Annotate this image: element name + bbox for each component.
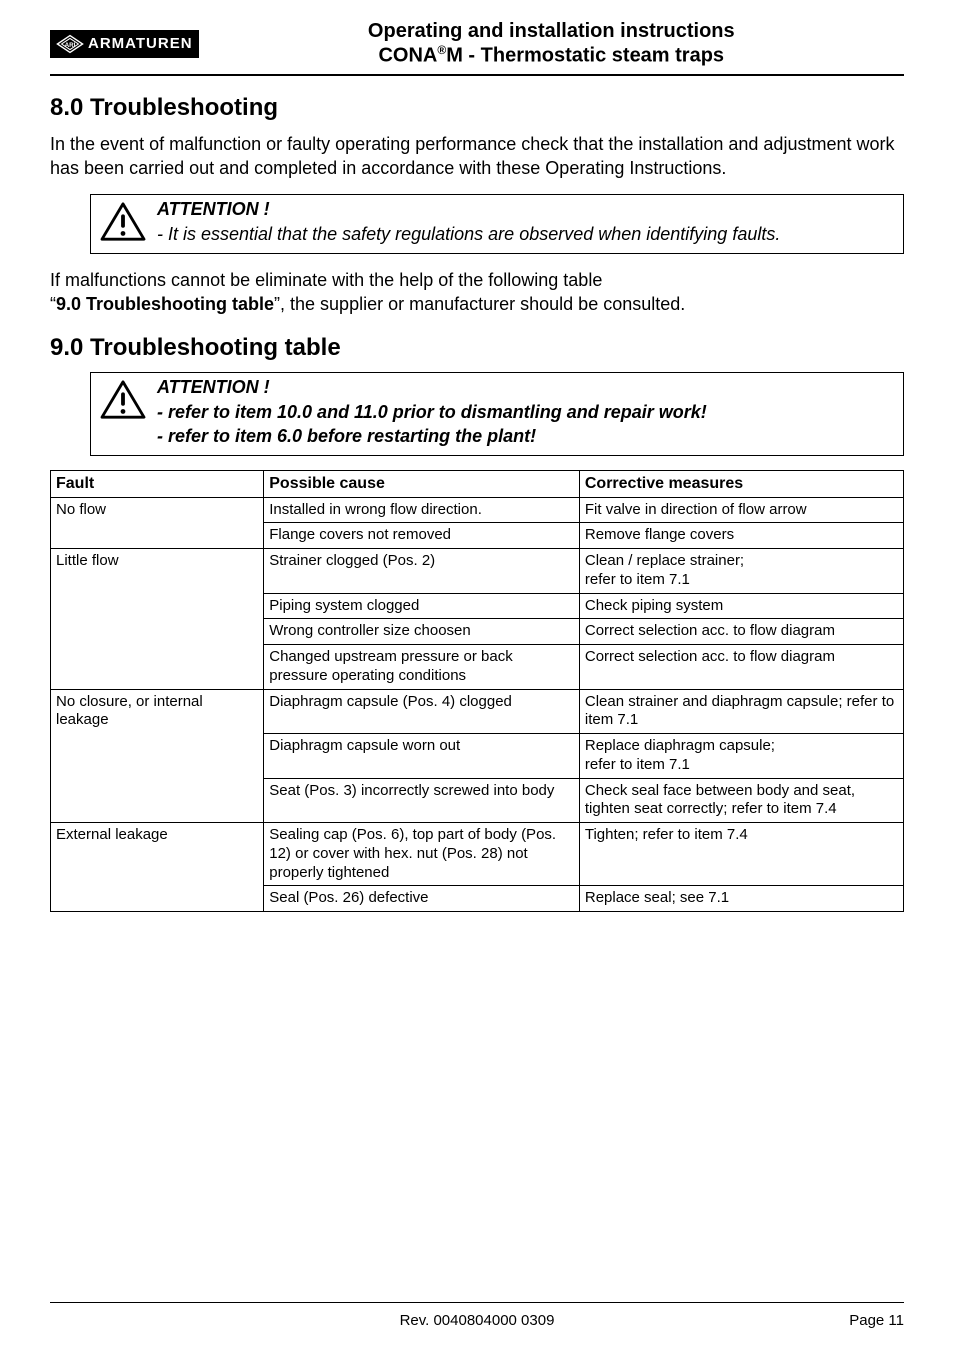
cell-measure: Remove flange covers <box>579 523 903 549</box>
page-footer: Rev. 0040804000 0309 Page 11 <box>50 1312 904 1329</box>
cell-cause: Flange covers not removed <box>264 523 580 549</box>
attention-box-2: ATTENTION ! - refer to item 10.0 and 11.… <box>90 372 904 456</box>
cell-fault: No flow <box>51 497 264 549</box>
table-row: No closure, or internal leakageDiaphragm… <box>51 689 904 734</box>
section-9-heading: 9.0 Troubleshooting table <box>50 334 904 362</box>
page-header: ARI ARMATUREN Operating and installation… <box>50 20 904 76</box>
cell-measure: Check piping system <box>579 593 903 619</box>
attention-2-line1: - refer to item 10.0 and 11.0 prior to d… <box>157 400 895 424</box>
cell-cause: Changed upstream pressure or back pressu… <box>264 645 580 690</box>
cell-fault: No closure, or internal leakage <box>51 689 264 823</box>
cell-cause: Installed in wrong flow direction. <box>264 497 580 523</box>
brand-logo: ARI ARMATUREN <box>50 30 199 58</box>
cell-fault: Little flow <box>51 549 264 690</box>
between-text-line1: If malfunctions cannot be eliminate with… <box>50 268 904 292</box>
attention-1-title: ATTENTION ! <box>157 199 895 220</box>
warning-triangle-icon <box>99 379 147 421</box>
cell-cause: Diaphragm capsule worn out <box>264 734 580 779</box>
section-8-heading: 8.0 Troubleshooting <box>50 94 904 122</box>
warning-triangle-icon <box>99 201 147 243</box>
cell-measure: Replace seal; see 7.1 <box>579 886 903 912</box>
diamond-icon: ARI <box>56 34 84 54</box>
cell-cause: Strainer clogged (Pos. 2) <box>264 549 580 594</box>
th-fault: Fault <box>51 470 264 497</box>
cell-fault: External leakage <box>51 823 264 912</box>
cell-measure: Correct selection acc. to flow diagram <box>579 645 903 690</box>
troubleshooting-table: Fault Possible cause Corrective measures… <box>50 470 904 913</box>
svg-text:ARI: ARI <box>65 42 76 49</box>
cell-cause: Seat (Pos. 3) incorrectly screwed into b… <box>264 778 580 823</box>
header-titles: Operating and installation instructions … <box>199 20 904 68</box>
th-cause: Possible cause <box>264 470 580 497</box>
cell-cause: Wrong controller size choosen <box>264 619 580 645</box>
header-title-line2: CONA®M - Thermostatic steam traps <box>199 43 904 68</box>
cell-cause: Sealing cap (Pos. 6), top part of body (… <box>264 823 580 886</box>
footer-revision: Rev. 0040804000 0309 <box>50 1312 904 1329</box>
table-row: External leakageSealing cap (Pos. 6), to… <box>51 823 904 886</box>
attention-box-1: ATTENTION ! - It is essential that the s… <box>90 194 904 253</box>
cell-cause: Seal (Pos. 26) defective <box>264 886 580 912</box>
cell-measure: Correct selection acc. to flow diagram <box>579 619 903 645</box>
footer-divider <box>50 1302 904 1303</box>
header-title-brand: CONA <box>378 45 437 67</box>
attention-2-title: ATTENTION ! <box>157 377 895 398</box>
cross-ref-bold: 9.0 Troubleshooting table <box>56 294 274 314</box>
brand-name: ARMATUREN <box>88 35 193 52</box>
attention-1-line1: - It is essential that the safety regula… <box>157 222 895 246</box>
cell-measure: Tighten; refer to item 7.4 <box>579 823 903 886</box>
attention-2-line2: - refer to item 6.0 before restarting th… <box>157 424 895 448</box>
cell-cause: Piping system clogged <box>264 593 580 619</box>
table-header-row: Fault Possible cause Corrective measures <box>51 470 904 497</box>
cell-measure: Clean / replace strainer; refer to item … <box>579 549 903 594</box>
table-row: No flowInstalled in wrong flow direction… <box>51 497 904 523</box>
cell-cause: Diaphragm capsule (Pos. 4) clogged <box>264 689 580 734</box>
th-measures: Corrective measures <box>579 470 903 497</box>
cell-measure: Replace diaphragm capsule; refer to item… <box>579 734 903 779</box>
header-title-suffix: M - Thermostatic steam traps <box>446 45 724 67</box>
registered-symbol: ® <box>437 43 446 57</box>
close-quote-and-text: ”, the supplier or manufacturer should b… <box>274 294 685 314</box>
between-text-line2: “9.0 Troubleshooting table”, the supplie… <box>50 292 904 316</box>
cell-measure: Check seal face between body and seat, t… <box>579 778 903 823</box>
section-8-body: In the event of malfunction or faulty op… <box>50 132 904 181</box>
cell-measure: Fit valve in direction of flow arrow <box>579 497 903 523</box>
table-row: Little flowStrainer clogged (Pos. 2)Clea… <box>51 549 904 594</box>
cell-measure: Clean strainer and diaphragm capsule; re… <box>579 689 903 734</box>
header-title-line1: Operating and installation instructions <box>199 20 904 43</box>
